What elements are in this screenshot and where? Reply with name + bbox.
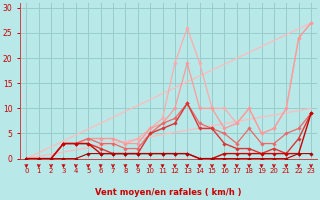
X-axis label: Vent moyen/en rafales ( km/h ): Vent moyen/en rafales ( km/h ): [95, 188, 242, 197]
